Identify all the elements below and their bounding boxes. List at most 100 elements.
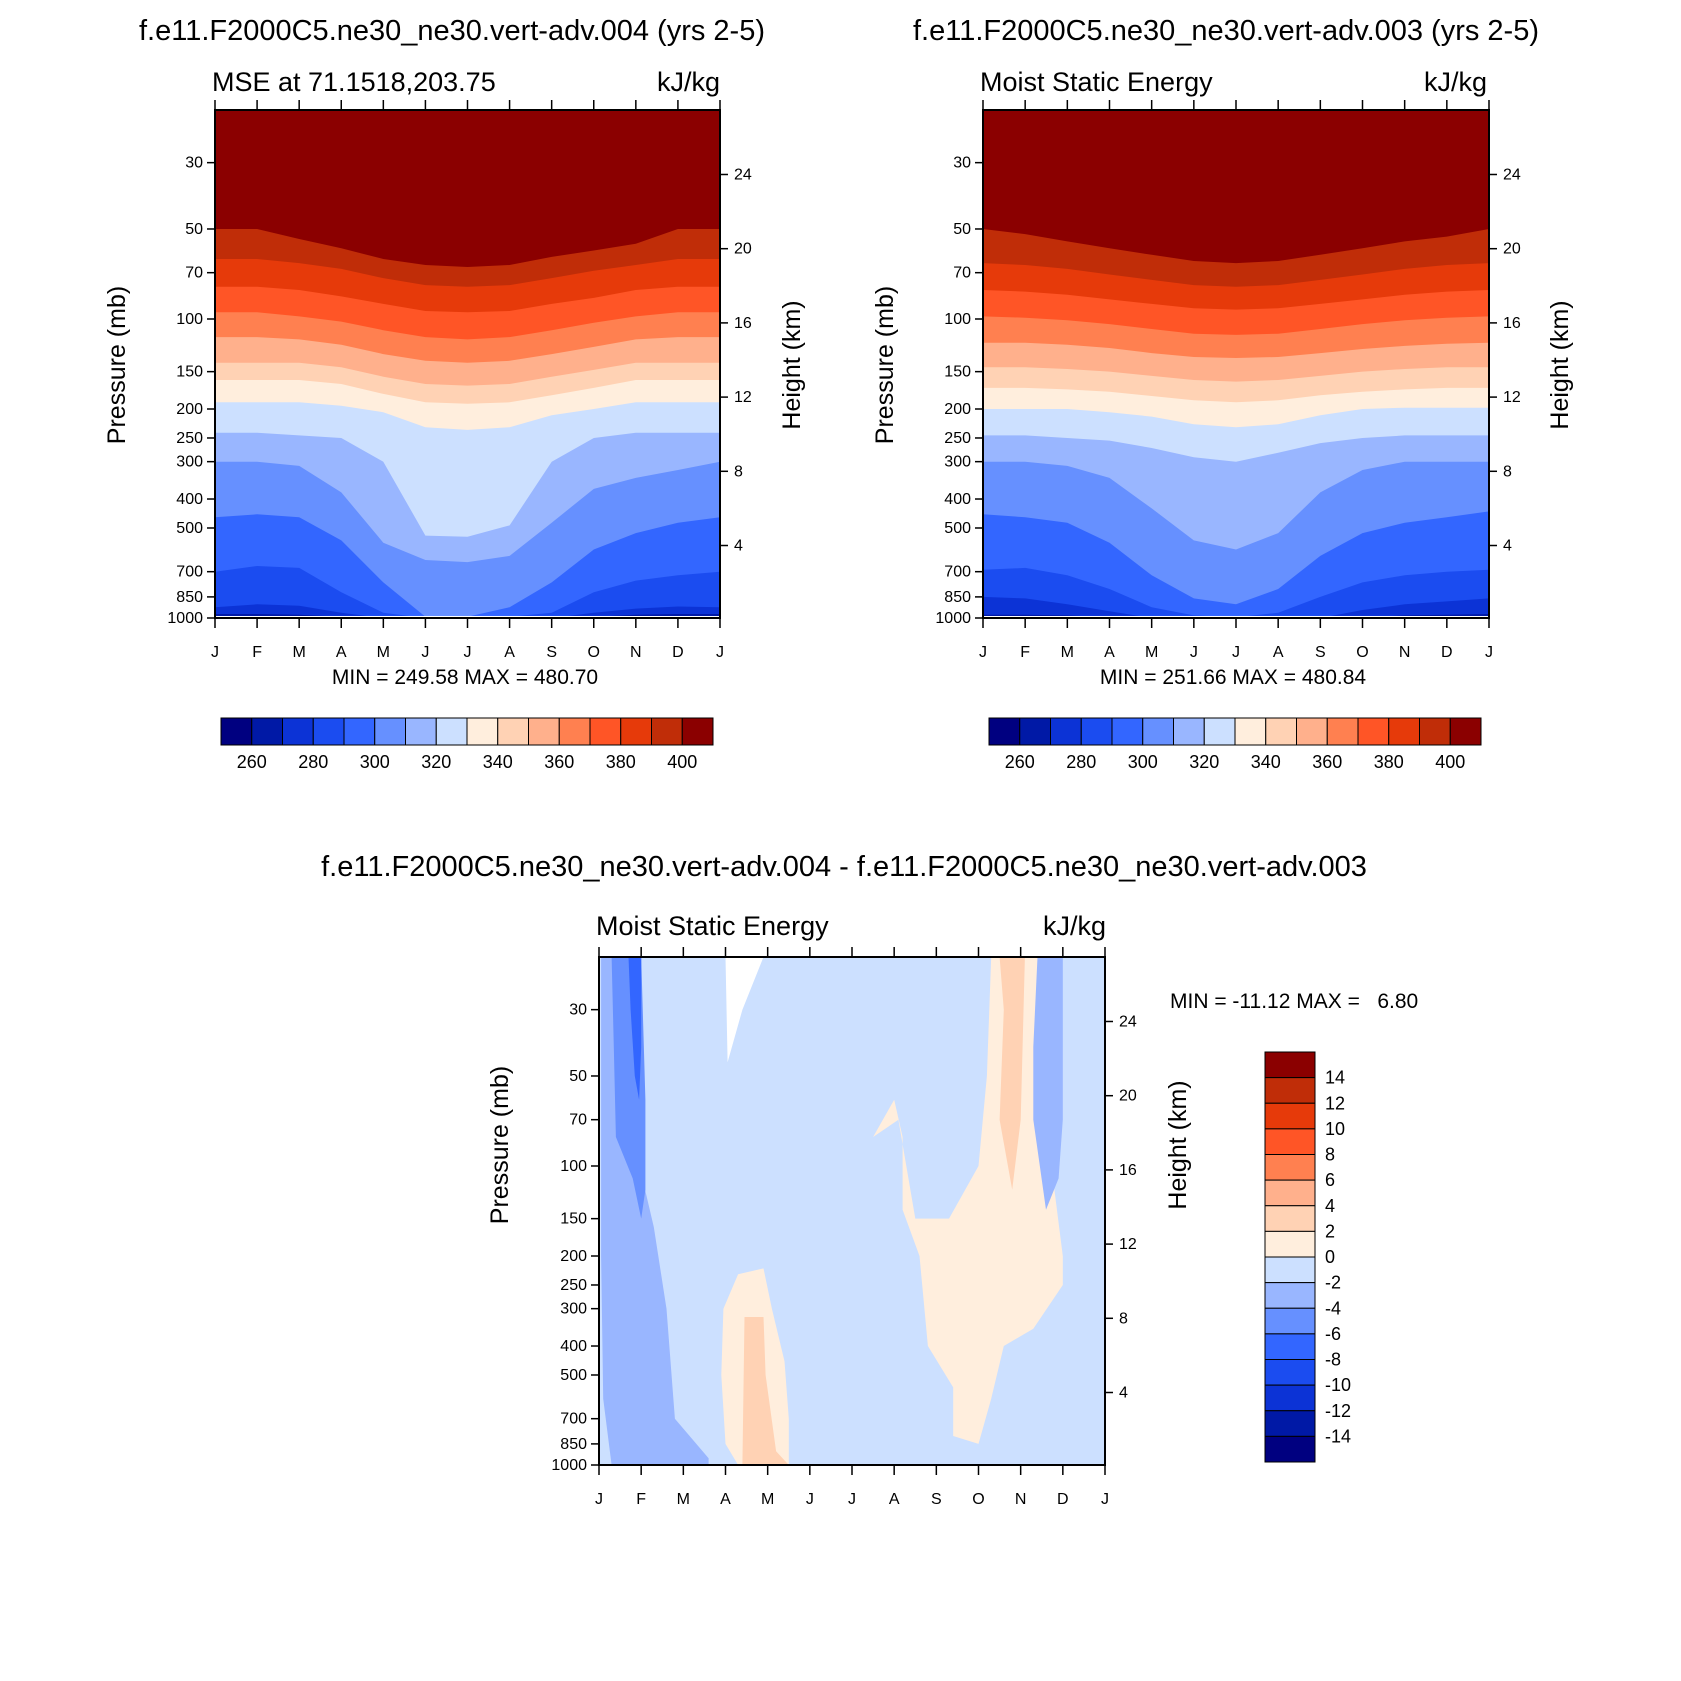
colorbar-label: 260	[1005, 752, 1035, 772]
colorbar-label: 14	[1325, 1068, 1345, 1088]
colorbar-box	[558, 717, 591, 746]
x-tick-label: O	[1356, 644, 1368, 661]
colorbar-label: -6	[1325, 1324, 1341, 1344]
y-tick-label: 400	[944, 491, 971, 508]
y-tick-label: 850	[560, 1436, 587, 1453]
x-tick-label: N	[630, 644, 642, 661]
colorbar-label: -4	[1325, 1298, 1341, 1318]
x-tick-label: D	[1441, 644, 1453, 661]
y-right-tick-label: 24	[734, 166, 752, 183]
panel-right-string: kJ/kg	[1424, 67, 1487, 97]
y-right-tick-label: 24	[1503, 166, 1521, 183]
y-axis-right-label: Height (km)	[1546, 300, 1574, 429]
colorbar-label: 280	[1066, 752, 1096, 772]
x-tick-label: J	[464, 644, 472, 661]
colorbar-box	[1264, 1256, 1316, 1284]
colorbar-box	[1264, 1154, 1316, 1181]
y-tick-label: 400	[560, 1338, 587, 1355]
panel-right-string: kJ/kg	[657, 67, 720, 97]
colorbar-box	[1264, 1435, 1316, 1463]
colorbar-label: 300	[360, 752, 390, 772]
contour-region	[999, 957, 1025, 1190]
x-tick-label: J	[1190, 644, 1198, 661]
plot-area	[599, 957, 1105, 1465]
x-tick-label: O	[972, 1491, 984, 1508]
y-tick-label: 30	[953, 155, 971, 172]
colorbar-label: 320	[421, 752, 451, 772]
plot-area	[983, 110, 1489, 618]
colorbar-box	[1264, 1128, 1316, 1155]
contour-band	[983, 110, 1489, 264]
panel-difference: Moist Static Energy kJ/kg Pressure (mb) …	[486, 911, 1418, 1508]
x-tick-label: M	[761, 1491, 774, 1508]
colorbar-box	[343, 717, 376, 746]
y-tick-label: 700	[944, 564, 971, 581]
colorbar-box	[1419, 717, 1451, 746]
x-tick-label: A	[889, 1491, 900, 1508]
y-axis-right-label: Height (km)	[1164, 1080, 1192, 1209]
panel-left-string: Moist Static Energy	[980, 67, 1213, 97]
colorbar-box	[1388, 717, 1420, 746]
x-tick-label: S	[546, 644, 557, 661]
colorbar-label: -8	[1325, 1350, 1341, 1370]
x-tick-label: J	[1232, 644, 1240, 661]
x-tick-label: S	[1315, 644, 1326, 661]
x-tick-label: J	[716, 644, 724, 661]
colorbar-box	[220, 717, 253, 746]
top-right-title: f.e11.F2000C5.ne30_ne30.vert-adv.003 (yr…	[913, 15, 1539, 47]
x-tick-label: F	[636, 1491, 646, 1508]
y-right-tick-label: 12	[1119, 1236, 1137, 1253]
colorbar-box	[1173, 717, 1205, 746]
y-tick-label: 200	[176, 401, 203, 418]
colorbar-box	[988, 717, 1021, 746]
x-tick-label: J	[806, 1491, 814, 1508]
y-axis-label: Pressure (mb)	[871, 286, 899, 444]
x-tick-label: O	[588, 644, 600, 661]
x-tick-label: M	[293, 644, 306, 661]
colorbar-box	[1264, 1051, 1316, 1079]
y-tick-label: 150	[944, 364, 971, 381]
colorbar-label: -10	[1325, 1375, 1351, 1395]
y-axis-label: Pressure (mb)	[103, 286, 131, 444]
y-right-tick-label: 8	[1119, 1310, 1128, 1327]
top-left-title: f.e11.F2000C5.ne30_ne30.vert-adv.004 (yr…	[139, 15, 765, 47]
colorbar-box	[681, 717, 714, 746]
colorbar-label: 400	[667, 752, 697, 772]
colorbar-label: 260	[237, 752, 267, 772]
y-tick-label: 300	[944, 454, 971, 471]
colorbar-box	[1264, 1307, 1316, 1335]
colorbar-box	[251, 717, 283, 746]
colorbar-label: 360	[1312, 752, 1342, 772]
x-tick-label: M	[677, 1491, 690, 1508]
colorbar-box	[1264, 1333, 1316, 1360]
x-tick-label: A	[1104, 644, 1115, 661]
y-right-tick-label: 16	[1119, 1162, 1137, 1179]
panel-left-string: Moist Static Energy	[596, 911, 829, 941]
contour-region	[628, 957, 642, 1100]
colorbar-box	[312, 717, 345, 746]
colorbar-label: 6	[1325, 1170, 1335, 1190]
y-axis-label: Pressure (mb)	[486, 1066, 514, 1224]
colorbar-box	[1264, 1359, 1316, 1386]
x-tick-label: A	[504, 644, 515, 661]
colorbar-box	[1264, 1384, 1316, 1412]
y-tick-label: 250	[560, 1277, 587, 1294]
colorbar-label: 2	[1325, 1221, 1335, 1241]
y-tick-label: 30	[185, 155, 203, 172]
x-tick-label: N	[1015, 1491, 1027, 1508]
x-tick-label: J	[1101, 1491, 1109, 1508]
x-tick-label: A	[1273, 644, 1284, 661]
colorbar-label: 320	[1189, 752, 1219, 772]
colorbar-box	[589, 717, 622, 746]
x-tick-label: J	[595, 1491, 603, 1508]
y-tick-label: 50	[185, 221, 203, 238]
colorbar-box	[1265, 717, 1297, 746]
panel-left-string: MSE at 71.1518,203.75	[212, 67, 496, 97]
x-tick-label: M	[1061, 644, 1074, 661]
contour-band	[215, 110, 720, 267]
y-right-tick-label: 16	[734, 315, 752, 332]
y-right-tick-label: 12	[734, 389, 752, 406]
x-tick-label: J	[421, 644, 429, 661]
y-tick-label: 850	[944, 589, 971, 606]
